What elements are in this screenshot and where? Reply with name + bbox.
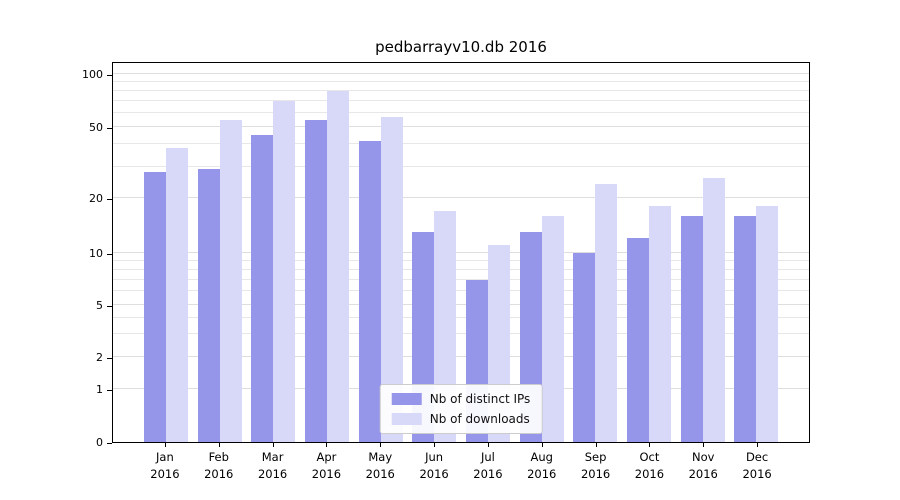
x-tick-label: Jul 2016: [473, 450, 503, 481]
y-tick-mark: [107, 127, 112, 129]
bar-distinct-ips: [680, 215, 703, 442]
gridline-minor: [113, 290, 809, 292]
x-tick-label: Aug 2016: [527, 450, 557, 481]
bar-group-dec: [729, 206, 783, 442]
bar-group-may: [354, 116, 408, 442]
y-tick-mark: [107, 75, 112, 76]
bar-group-feb: [193, 119, 247, 442]
x-tick-label: Feb 2016: [204, 450, 234, 481]
x-tick-mark: [326, 443, 328, 447]
legend-item-downloads: Nb of downloads: [391, 412, 531, 426]
y-tick-mark: [107, 357, 112, 359]
gridline-major: [113, 304, 809, 306]
bar-distinct-ips: [358, 140, 381, 442]
x-tick-mark: [595, 443, 597, 447]
legend-swatch-distinct-ips: [391, 393, 422, 405]
y-tick-mark: [107, 199, 112, 201]
x-tick-label: May 2016: [365, 450, 395, 481]
legend: Nb of distinct IPs Nb of downloads: [379, 384, 543, 434]
bar-downloads: [541, 215, 564, 442]
gridline-minor: [113, 112, 809, 114]
bar-group-jan: [139, 148, 193, 442]
y-tick-mark: [107, 253, 112, 255]
y-tick-label: 100: [82, 68, 103, 81]
gridline-minor: [113, 90, 809, 92]
y-tick-mark: [107, 443, 112, 444]
gridline-major: [113, 126, 809, 127]
y-tick-label: 10: [89, 246, 103, 260]
y-tick-label: 1: [96, 383, 103, 396]
gridline-major: [113, 251, 809, 253]
bar-downloads: [273, 101, 296, 442]
gridline-minor: [113, 165, 809, 167]
gridline-minor: [113, 268, 809, 270]
bar-group-oct: [622, 206, 676, 442]
bar-downloads: [702, 177, 725, 442]
gridline-minor: [113, 316, 809, 318]
x-tick-label: Nov 2016: [688, 450, 718, 481]
gridline-minor: [113, 81, 809, 83]
y-tick-label: 20: [89, 192, 103, 206]
legend-label-distinct-ips: Nb of distinct IPs: [429, 392, 531, 406]
legend-label-downloads: Nb of downloads: [429, 412, 530, 426]
gridline-minor: [113, 333, 809, 335]
x-tick-mark: [434, 443, 436, 447]
x-tick-mark: [272, 443, 274, 447]
x-tick-label: Dec 2016: [742, 450, 772, 481]
x-tick-label: Oct 2016: [634, 450, 665, 481]
legend-item-distinct-ips: Nb of distinct IPs: [391, 392, 531, 406]
bar-distinct-ips: [304, 119, 327, 442]
plot-area: Nb of distinct IPs Nb of downloads: [112, 62, 810, 443]
bar-downloads: [165, 148, 188, 442]
bar-downloads: [326, 91, 349, 442]
gridline-minor: [113, 259, 809, 261]
x-tick-mark: [541, 443, 543, 447]
gridline-minor: [113, 278, 809, 280]
bar-distinct-ips: [143, 171, 166, 442]
x-tick-label: Mar 2016: [257, 450, 288, 481]
x-tick-mark: [487, 443, 489, 447]
bar-downloads: [380, 116, 403, 442]
bar-downloads: [219, 119, 242, 442]
x-tick-mark: [703, 443, 705, 447]
gridline-minor: [113, 143, 809, 145]
gridline-major: [113, 356, 809, 357]
x-tick-mark: [757, 443, 759, 447]
chart-title: pedbarrayv10.db 2016: [375, 38, 547, 56]
gridline-major: [113, 197, 809, 199]
bar-distinct-ips: [626, 238, 649, 442]
x-tick-mark: [164, 443, 166, 447]
bar-group-nov: [676, 177, 730, 442]
x-tick-mark: [380, 443, 382, 447]
bar-downloads: [756, 206, 779, 442]
x-tick-mark: [218, 443, 220, 447]
y-tick-mark: [107, 390, 112, 391]
bar-distinct-ips: [734, 215, 757, 442]
y-tick-mark: [107, 306, 112, 308]
bar-downloads: [648, 206, 671, 442]
y-tick-label: 0: [96, 436, 103, 449]
x-tick-mark: [649, 443, 651, 447]
y-tick-label: 50: [89, 120, 103, 134]
x-tick-label: Jun 2016: [419, 450, 449, 481]
bar-distinct-ips: [197, 169, 220, 442]
x-tick-label: Sep 2016: [580, 450, 611, 481]
gridline-minor: [113, 100, 809, 102]
y-tick-label: 2: [96, 350, 103, 364]
y-tick-label: 5: [96, 299, 103, 313]
bar-downloads: [595, 183, 618, 442]
bar-group-apr: [300, 91, 354, 442]
legend-swatch-downloads: [391, 413, 422, 425]
bar-distinct-ips: [251, 135, 274, 442]
x-tick-label: Apr 2016: [311, 450, 342, 481]
bar-group-mar: [246, 101, 300, 442]
gridline-major: [113, 73, 809, 74]
x-tick-label: Jan 2016: [150, 450, 180, 481]
bar-distinct-ips: [573, 252, 596, 442]
bar-group-sep: [568, 183, 622, 442]
